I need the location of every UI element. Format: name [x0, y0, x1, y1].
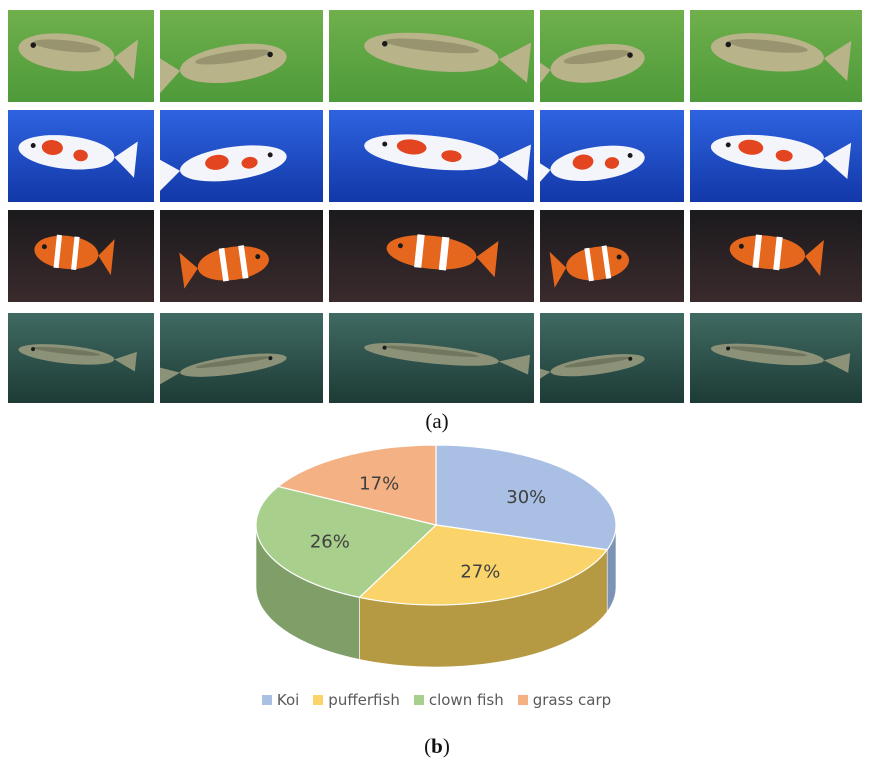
fish-photo: [160, 313, 323, 403]
fish-photo: [329, 110, 534, 202]
fish-photo: [8, 210, 154, 302]
pie-data-label: 30%: [506, 487, 546, 508]
legend-swatch: [413, 695, 424, 705]
legend-swatch: [261, 695, 272, 705]
chart-legend: Koi pufferfish clown fish grass carp: [0, 688, 873, 712]
fish-photo: [160, 110, 323, 202]
panel-a-caption: (a): [425, 409, 449, 433]
pie-chart: 30% 27% 26% 17%: [255, 444, 617, 668]
fish-photo: [540, 210, 684, 302]
fish-photo: [690, 10, 862, 102]
legend-label: clown fish: [428, 691, 504, 709]
fish-photo: [690, 313, 862, 403]
fish-photo: [329, 210, 534, 302]
pie-data-label: 26%: [310, 531, 350, 552]
pie-slice: [435, 444, 617, 551]
legend-item: grass carp: [517, 691, 612, 709]
fish-photo: [8, 10, 154, 102]
pie-slice: [276, 444, 437, 526]
fish-photo: [540, 110, 684, 202]
legend-label: grass carp: [532, 691, 612, 709]
legend-item: Koi: [261, 691, 300, 709]
fish-photo: [8, 313, 154, 403]
photo-grid: [8, 10, 862, 403]
fish-photo: [540, 313, 684, 403]
legend-item: clown fish: [413, 691, 504, 709]
legend-swatch: [517, 695, 528, 705]
legend-item: pufferfish: [313, 691, 400, 709]
fish-photo: [540, 10, 684, 102]
pie-data-label: 17%: [359, 473, 399, 494]
pie-data-label: 27%: [460, 562, 500, 583]
pie-slice: [358, 524, 609, 606]
fish-photo: [160, 210, 323, 302]
panel-b-caption: (b): [424, 734, 450, 758]
legend-swatch: [313, 695, 324, 705]
fish-photo: [160, 10, 323, 102]
fish-photo: [690, 210, 862, 302]
legend-label: Koi: [276, 691, 300, 709]
fish-photo: [329, 10, 534, 102]
legend-label: pufferfish: [328, 691, 400, 709]
fish-photo: [690, 110, 862, 202]
fish-photo: [8, 110, 154, 202]
fish-photo: [329, 313, 534, 403]
